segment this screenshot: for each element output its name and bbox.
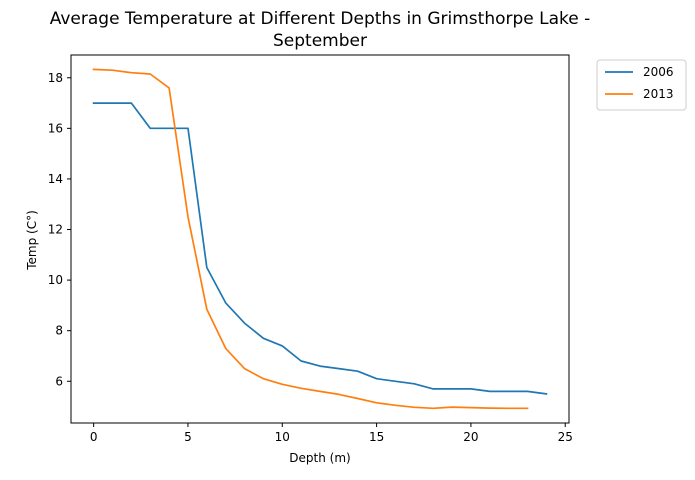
series-line-2006 xyxy=(92,102,548,395)
y-tick-label: 14 xyxy=(48,172,63,186)
y-tick-label: 12 xyxy=(48,223,63,237)
y-tick-label: 18 xyxy=(48,71,63,85)
chart-title-line-1: Average Temperature at Different Depths … xyxy=(50,9,591,29)
chart-title: Average Temperature at Different Depths … xyxy=(50,9,591,51)
y-tick-label: 6 xyxy=(55,374,63,388)
x-tick-label: 10 xyxy=(275,430,290,444)
y-tick-label: 10 xyxy=(48,273,63,287)
y-axis-label: Temp (C°) xyxy=(25,210,39,271)
series-lines xyxy=(92,68,548,410)
legend: 2006 2013 xyxy=(596,59,687,111)
y-tick-label: 8 xyxy=(55,324,63,338)
x-tick-label: 25 xyxy=(558,430,573,444)
y-axis-ticks: 6 8 10 12 14 16 18 xyxy=(48,71,71,388)
legend-label-2013: 2013 xyxy=(643,87,674,101)
x-axis-label: Depth (m) xyxy=(289,451,350,465)
plot-area-frame xyxy=(70,54,570,424)
x-tick-label: 5 xyxy=(184,430,192,444)
y-tick-label: 16 xyxy=(48,121,63,135)
series-line-2013 xyxy=(92,68,529,410)
x-axis-ticks: 0 5 10 15 20 25 xyxy=(90,423,573,444)
legend-label-2006: 2006 xyxy=(643,65,674,79)
chart-title-line-2: September xyxy=(273,31,367,51)
x-tick-label: 0 xyxy=(90,430,98,444)
x-tick-label: 15 xyxy=(369,430,384,444)
x-tick-label: 20 xyxy=(463,430,478,444)
